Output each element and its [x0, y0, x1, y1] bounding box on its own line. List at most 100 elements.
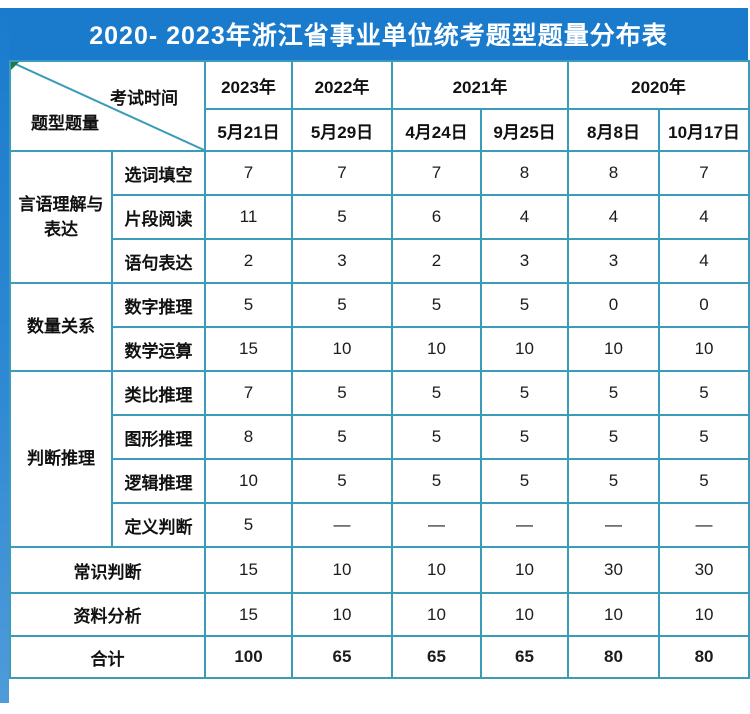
value-cell: 5 [391, 282, 482, 328]
year-header-2021: 2021年 [390, 60, 570, 110]
corner-label-exam-date: 考试时间 [110, 89, 178, 108]
date-header: 5月21日 [204, 108, 293, 152]
date-header: 4月24日 [391, 108, 482, 152]
table-row: 资料分析 15 10 10 10 10 10 [9, 592, 750, 637]
value-cell: 5 [391, 458, 482, 504]
total-value-cell: 80 [567, 635, 661, 679]
value-cell: 5 [204, 502, 293, 548]
value-cell: 10 [204, 458, 293, 504]
date-header: 9月25日 [479, 108, 570, 152]
value-cell: 10 [567, 592, 661, 637]
table-row: 图形推理 8 5 5 5 5 5 [10, 414, 750, 460]
value-cell: 7 [204, 370, 293, 416]
value-cell: 11 [204, 194, 293, 240]
total-value-cell: 65 [479, 635, 570, 679]
value-cell: 4 [567, 194, 661, 240]
row-label: 语句表达 [111, 238, 206, 284]
row-label-data-analysis: 资料分析 [9, 592, 206, 637]
value-cell: 5 [291, 458, 393, 504]
row-label-common-knowledge: 常识判断 [9, 546, 206, 594]
value-cell: 5 [291, 370, 393, 416]
total-value-cell: 65 [391, 635, 482, 679]
value-cell: 10 [291, 326, 393, 372]
row-label: 定义判断 [111, 502, 206, 548]
value-cell: 2 [391, 238, 482, 284]
value-cell: 30 [658, 546, 750, 594]
value-cell: 8 [567, 150, 661, 196]
value-cell: 5 [291, 194, 393, 240]
value-cell: 4 [658, 194, 750, 240]
table-row: 数量关系 数字推理 5 5 5 5 0 0 [9, 282, 750, 372]
group-label-quantitative: 数量关系 [9, 282, 113, 372]
row-label-total: 合计 [9, 635, 206, 679]
value-cell: 15 [204, 326, 293, 372]
corner-cell: 考试时间 题型题量 [9, 60, 206, 152]
value-cell: 0 [567, 282, 661, 328]
value-cell: 7 [658, 150, 750, 196]
table-row: 语句表达 2 3 2 3 3 4 [10, 238, 750, 284]
total-row: 合计 100 65 65 65 80 80 [9, 635, 750, 679]
value-cell: 5 [479, 370, 570, 416]
value-cell: 6 [391, 194, 482, 240]
value-cell: — [479, 502, 570, 548]
value-cell: 10 [658, 592, 750, 637]
row-label: 数字推理 [111, 282, 206, 328]
total-value-cell: 100 [204, 635, 293, 679]
value-cell: — [291, 502, 393, 548]
value-cell: 15 [204, 546, 293, 594]
value-cell: 10 [479, 546, 570, 594]
value-cell: 10 [291, 546, 393, 594]
group-label-judgment: 判断推理 [9, 370, 113, 548]
table-row: 言语理解与表达 选词填空 7 7 7 8 8 7 [9, 150, 750, 284]
value-cell: 2 [204, 238, 293, 284]
table-row: 常识判断 15 10 10 10 30 30 [9, 546, 750, 594]
value-cell: 30 [567, 546, 661, 594]
corner-label-question-type: 题型题量 [31, 114, 99, 133]
value-cell: 7 [391, 150, 482, 196]
value-cell: 5 [479, 414, 570, 460]
value-cell: 7 [291, 150, 393, 196]
value-cell: 8 [204, 414, 293, 460]
value-cell: 10 [567, 326, 661, 372]
year-header-2022: 2022年 [291, 60, 393, 110]
value-cell: 5 [291, 414, 393, 460]
value-cell: — [658, 502, 750, 548]
value-cell: 5 [479, 458, 570, 504]
title-bar: 2020- 2023年浙江省事业单位统考题型题量分布表 [9, 8, 748, 60]
date-header: 8月8日 [567, 108, 661, 152]
value-cell: 15 [204, 592, 293, 637]
value-cell: 5 [391, 414, 482, 460]
row-label: 逻辑推理 [111, 458, 206, 504]
value-cell: 4 [479, 194, 570, 240]
value-cell: 5 [391, 370, 482, 416]
row-label: 数学运算 [111, 326, 206, 372]
row-label: 图形推理 [111, 414, 206, 460]
corner-triangle-marker [12, 63, 19, 70]
exam-distribution-table: 考试时间 题型题量 2023年 2022年 2021年 2020年 5月21日 … [9, 60, 750, 679]
value-cell: 0 [658, 282, 750, 328]
table-row: 逻辑推理 10 5 5 5 5 5 [10, 458, 750, 504]
value-cell: 5 [567, 458, 661, 504]
table-row: 定义判断 5 — — — — — [10, 502, 750, 548]
left-accent-strip [0, 8, 9, 703]
year-header-2020: 2020年 [567, 60, 750, 110]
value-cell: — [391, 502, 482, 548]
content: 2020- 2023年浙江省事业单位统考题型题量分布表 考试时间 题 [9, 8, 750, 679]
value-cell: 3 [567, 238, 661, 284]
value-cell: 10 [391, 546, 482, 594]
value-cell: 10 [479, 592, 570, 637]
table-row: 片段阅读 11 5 6 4 4 4 [10, 194, 750, 240]
value-cell: 5 [658, 370, 750, 416]
value-cell: 10 [479, 326, 570, 372]
value-cell: 5 [567, 414, 661, 460]
value-cell: 10 [391, 326, 482, 372]
value-cell: 5 [291, 282, 393, 328]
date-header: 10月17日 [658, 108, 750, 152]
row-label: 片段阅读 [111, 194, 206, 240]
value-cell: 7 [204, 150, 293, 196]
date-header: 5月29日 [291, 108, 393, 152]
total-value-cell: 65 [291, 635, 393, 679]
group-label-verbal: 言语理解与表达 [9, 150, 113, 284]
value-cell: 10 [291, 592, 393, 637]
